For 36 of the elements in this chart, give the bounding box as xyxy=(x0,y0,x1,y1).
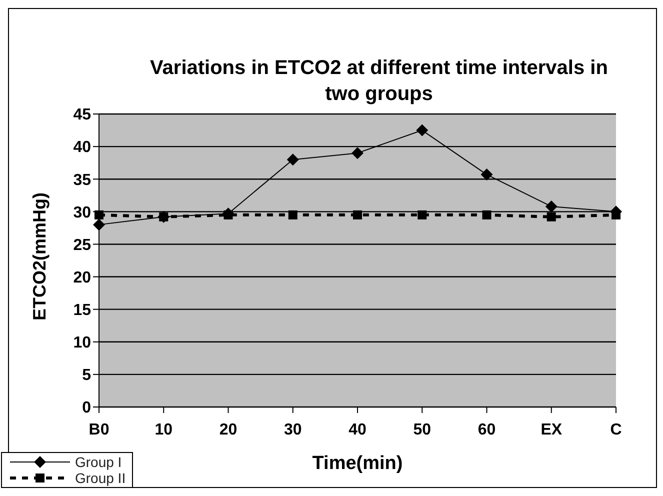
point xyxy=(482,210,492,220)
y-tick-label: 0 xyxy=(82,400,92,417)
point xyxy=(546,212,556,222)
point xyxy=(418,210,427,220)
y-axis-title: ETCO2(mmHg) xyxy=(29,192,50,320)
y-tick-label: 40 xyxy=(73,139,92,156)
x-tick-label: 10 xyxy=(154,421,173,438)
point xyxy=(286,154,299,166)
y-tick-label: 45 xyxy=(73,106,92,124)
point xyxy=(352,147,364,160)
point xyxy=(288,210,298,220)
y-tick-label: 5 xyxy=(82,367,92,384)
legend-label: Group II xyxy=(75,470,126,486)
x-tick-label: B0 xyxy=(88,421,110,438)
y-tick-label: 10 xyxy=(73,334,92,352)
x-axis-title: Time(min) xyxy=(312,453,403,474)
y-tick-label: 15 xyxy=(73,302,92,320)
x-tick-label: EX xyxy=(540,421,562,438)
y-tick-label: 35 xyxy=(73,172,92,189)
x-tick-label: 30 xyxy=(284,421,302,438)
point xyxy=(416,124,428,136)
y-tick-label: 25 xyxy=(73,236,92,254)
point xyxy=(93,218,105,231)
legend-label: Group I xyxy=(75,454,122,470)
point xyxy=(222,208,234,220)
x-tick-label: C xyxy=(610,421,622,438)
x-tick-label: 40 xyxy=(348,421,366,438)
point xyxy=(480,168,493,181)
x-tick-label: 20 xyxy=(219,421,238,438)
x-tick-label: 60 xyxy=(478,421,496,438)
y-tick-label: 30 xyxy=(73,204,92,222)
x-tick-label: 50 xyxy=(413,421,432,438)
chart-title: Variations in ETCO2 at different time intervals in two groups xyxy=(149,56,609,107)
point xyxy=(545,200,558,212)
y-tick-label: 20 xyxy=(73,269,92,286)
point xyxy=(353,210,362,220)
